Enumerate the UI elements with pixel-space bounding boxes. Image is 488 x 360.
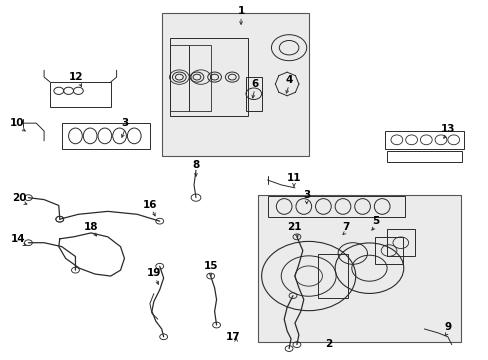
Text: 10: 10 (9, 118, 24, 128)
Text: 6: 6 (251, 79, 258, 89)
Bar (385, 131, 463, 149)
Bar (61, 123, 150, 149)
Bar (162, 13, 308, 156)
Text: 8: 8 (192, 160, 199, 170)
Bar (169, 45, 189, 111)
Text: 7: 7 (342, 222, 349, 232)
Text: 2: 2 (324, 339, 331, 348)
Bar (257, 195, 460, 342)
Text: 17: 17 (225, 332, 240, 342)
Bar (375, 237, 402, 264)
Bar (386, 229, 414, 256)
Text: 16: 16 (142, 199, 157, 210)
Text: 3: 3 (303, 190, 310, 200)
Bar (386, 150, 461, 162)
Text: 14: 14 (11, 234, 26, 244)
Bar (267, 196, 404, 217)
Text: 21: 21 (286, 222, 301, 232)
Bar (169, 38, 247, 116)
Text: 1: 1 (237, 6, 244, 17)
Text: 3: 3 (122, 118, 129, 128)
Bar (318, 253, 347, 298)
Text: 13: 13 (440, 124, 454, 134)
Text: 19: 19 (146, 268, 161, 278)
Text: 20: 20 (12, 193, 27, 203)
Bar (50, 82, 110, 107)
Text: 5: 5 (371, 216, 378, 226)
Text: 9: 9 (444, 322, 450, 332)
Bar (189, 45, 210, 111)
Text: 12: 12 (69, 72, 83, 82)
Text: 18: 18 (84, 222, 98, 232)
Bar (245, 77, 261, 111)
Text: 4: 4 (285, 75, 292, 85)
Text: 15: 15 (203, 261, 218, 271)
Text: 11: 11 (286, 173, 301, 183)
